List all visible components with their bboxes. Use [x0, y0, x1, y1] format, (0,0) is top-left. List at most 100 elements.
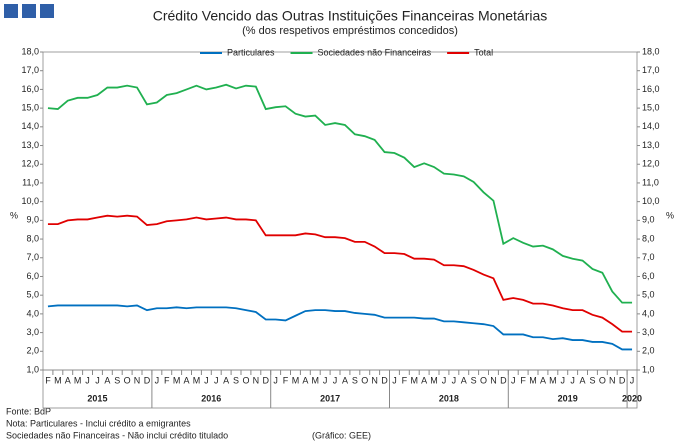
- x-tick-label: J: [85, 375, 90, 385]
- y-tick-label: 8,0: [26, 233, 39, 243]
- x-tick-label: J: [630, 375, 635, 385]
- x-tick-label: M: [549, 375, 557, 385]
- x-tick-label: O: [480, 375, 487, 385]
- note: Nota: Particulares - Inclui crédito a em…: [6, 418, 191, 428]
- y2-tick-label: 2,0: [642, 346, 655, 356]
- x-tick-label: A: [223, 375, 229, 385]
- x-tick-label: J: [392, 375, 397, 385]
- x-tick-label: F: [164, 375, 170, 385]
- x-tick-label: N: [609, 375, 616, 385]
- x-tick-label: M: [430, 375, 438, 385]
- y-tick-label: 3,0: [26, 327, 39, 337]
- line-series: [47, 83, 633, 304]
- x-tick-label: A: [302, 375, 308, 385]
- y2-tick-label: 11,0: [642, 177, 659, 187]
- y-tick-label: 13,0: [21, 140, 39, 150]
- y-tick-label: 18,0: [21, 46, 39, 56]
- x-tick-label: J: [273, 375, 278, 385]
- x-tick-label: S: [114, 375, 120, 385]
- y-tick-label: 17,0: [21, 65, 39, 75]
- x-tick-label: O: [124, 375, 131, 385]
- y-axis-label: %: [10, 210, 18, 220]
- x-tick-label: J: [95, 375, 100, 385]
- x-tick-label: N: [253, 375, 260, 385]
- legend-label: Sociedades não Financeiras: [318, 47, 432, 57]
- x-tick-label: O: [361, 375, 368, 385]
- y-tick-label: 10,0: [21, 196, 39, 206]
- logo-square: [22, 4, 36, 18]
- x-tick-label: J: [442, 375, 447, 385]
- x-tick-label: D: [263, 375, 270, 385]
- y2-tick-label: 16,0: [642, 84, 660, 94]
- line-series: [47, 304, 633, 351]
- x-tick-label: F: [283, 375, 289, 385]
- logo-square: [4, 4, 18, 18]
- x-tick-label: S: [471, 375, 477, 385]
- y2-tick-label: 15,0: [642, 102, 660, 112]
- x-tick-label: M: [54, 375, 62, 385]
- y2-tick-label: 14,0: [642, 121, 660, 131]
- y-tick-label: 7,0: [26, 252, 39, 262]
- x-tick-label: N: [371, 375, 378, 385]
- plot-frame: [42, 51, 638, 371]
- x-tick-label: A: [540, 375, 546, 385]
- y2-tick-label: 5,0: [642, 290, 655, 300]
- y-tick-label: 12,0: [21, 159, 39, 169]
- x-tick-label: F: [520, 375, 526, 385]
- chart-subtitle: (% dos respetivos empréstimos concedidos…: [242, 25, 458, 37]
- x-tick-label: M: [193, 375, 201, 385]
- x-tick-label: M: [411, 375, 419, 385]
- x-tick-label: D: [619, 375, 626, 385]
- x-tick-label: A: [421, 375, 427, 385]
- x-tick-label: M: [312, 375, 320, 385]
- x-tick-label: M: [529, 375, 537, 385]
- y-tick-label: 5,0: [26, 290, 39, 300]
- x-tick-label: M: [74, 375, 82, 385]
- x-tick-label: D: [381, 375, 388, 385]
- x-tick-label: A: [104, 375, 110, 385]
- y2-tick-label: 4,0: [642, 308, 655, 318]
- x-tick-label: J: [511, 375, 516, 385]
- y2-tick-label: 3,0: [642, 327, 655, 337]
- x-tick-label: S: [589, 375, 595, 385]
- x-tick-label: F: [402, 375, 408, 385]
- x-tick-label: M: [173, 375, 181, 385]
- logo-square: [40, 4, 54, 18]
- x-tick-label: D: [500, 375, 507, 385]
- year-label: 2019: [558, 393, 578, 403]
- credit: (Gráfico: GEE): [312, 430, 371, 440]
- y2-tick-label: 12,0: [642, 159, 660, 169]
- x-tick-label: S: [352, 375, 358, 385]
- x-tick-label: F: [45, 375, 51, 385]
- year-label: 2020: [622, 393, 642, 403]
- y2-tick-label: 1,0: [642, 364, 655, 374]
- x-tick-label: D: [144, 375, 151, 385]
- y2-tick-label: 6,0: [642, 271, 655, 281]
- x-tick-label: J: [323, 375, 328, 385]
- x-tick-label: J: [204, 375, 209, 385]
- line-series: [47, 214, 633, 333]
- y-tick-label: 6,0: [26, 271, 39, 281]
- x-tick-label: A: [342, 375, 348, 385]
- chart-title: Crédito Vencido das Outras Instituições …: [153, 8, 548, 24]
- x-tick-label: A: [461, 375, 467, 385]
- year-label: 2018: [439, 393, 459, 403]
- y2-tick-label: 13,0: [642, 140, 660, 150]
- x-tick-label: O: [599, 375, 606, 385]
- y-tick-label: 16,0: [21, 84, 39, 94]
- legend-label: Total: [474, 47, 493, 57]
- x-tick-label: A: [65, 375, 71, 385]
- y2-tick-label: 18,0: [642, 46, 660, 56]
- x-tick-label: O: [242, 375, 249, 385]
- x-tick-label: J: [570, 375, 575, 385]
- x-tick-label: J: [561, 375, 566, 385]
- y-tick-label: 11,0: [22, 177, 39, 187]
- y2-tick-label: 9,0: [642, 215, 655, 225]
- year-label: 2015: [87, 393, 107, 403]
- x-tick-label: N: [134, 375, 141, 385]
- x-tick-label: M: [292, 375, 300, 385]
- x-tick-label: J: [333, 375, 338, 385]
- y2-tick-label: 7,0: [642, 252, 655, 262]
- note: Sociedades não Financeiras - Não inclui …: [6, 430, 228, 440]
